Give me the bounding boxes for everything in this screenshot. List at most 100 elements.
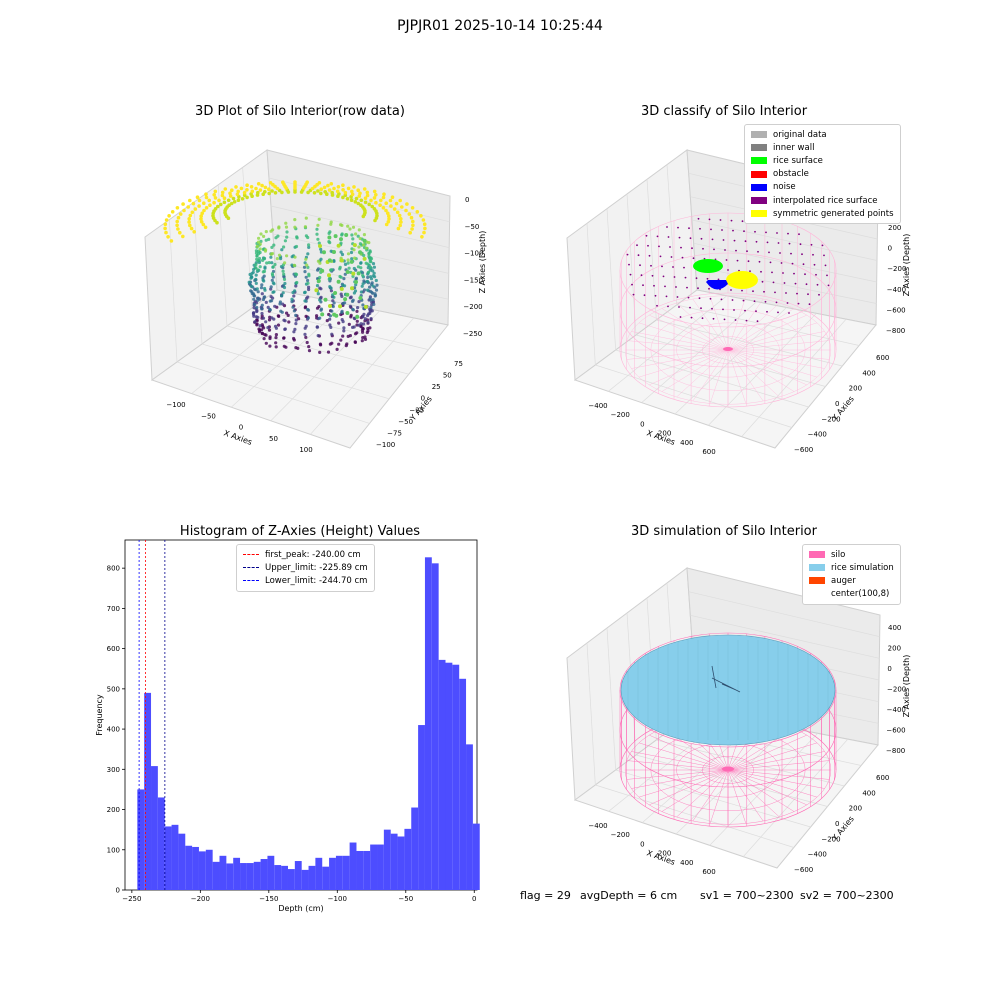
- raw-point: [317, 305, 321, 309]
- legend-swatch: [809, 577, 825, 585]
- x-tick-label: −50: [201, 412, 216, 420]
- raw-point: [304, 314, 308, 318]
- interpolated-point: [799, 243, 802, 246]
- raw-point: [208, 203, 212, 207]
- raw-point: [293, 289, 297, 293]
- raw-point: [250, 275, 254, 279]
- interpolated-point: [754, 230, 756, 233]
- y-tick-label: −400: [808, 851, 827, 859]
- grid-line: [646, 179, 657, 321]
- raw-point: [315, 227, 319, 231]
- x-tick-label: 400: [680, 859, 693, 867]
- raw-point: [256, 290, 260, 294]
- raw-point: [285, 230, 289, 234]
- z-tick-label: −600: [886, 306, 905, 314]
- raw-point: [332, 301, 336, 305]
- y-tick-label: 400: [107, 726, 120, 734]
- raw-point: [398, 223, 403, 228]
- raw-point: [343, 262, 348, 266]
- raw-point: [333, 291, 338, 295]
- raw-point: [268, 307, 272, 311]
- raw-point: [272, 290, 276, 294]
- interpolated-point: [797, 302, 800, 305]
- raw-point: [213, 189, 218, 194]
- legend-label: Upper_limit: -225.89 cm: [265, 562, 368, 573]
- raw-point: [330, 332, 334, 336]
- flag-text: flag = 29: [520, 889, 571, 902]
- raw-point: [178, 212, 183, 216]
- raw-point: [340, 252, 345, 257]
- raw-point: [264, 300, 268, 304]
- interpolated-point: [629, 273, 632, 276]
- raw-point: [222, 196, 227, 200]
- raw-point: [176, 215, 181, 220]
- raw-point: [411, 219, 415, 224]
- histogram-axes: −250 −200 −150 −100 −50 0 0 100 200 300 400 500 600…: [95, 539, 480, 913]
- noise-cluster: [706, 280, 728, 290]
- raw-point: [365, 193, 370, 198]
- raw-point: [263, 185, 268, 190]
- silo-floor-ring: [702, 336, 754, 364]
- interpolated-point: [758, 260, 761, 263]
- x-tick-label: 600: [702, 448, 715, 456]
- raw-point: [304, 324, 308, 328]
- interpolated-point: [676, 296, 679, 298]
- raw-point: [290, 263, 294, 267]
- interpolated-point: [790, 252, 792, 255]
- histogram-bar: [233, 857, 241, 890]
- raw-point: [258, 324, 262, 328]
- raw-point: [257, 236, 261, 240]
- interpolated-point: [766, 241, 769, 244]
- raw-point: [217, 198, 221, 203]
- raw-point: [362, 243, 366, 247]
- raw-point: [317, 181, 322, 185]
- raw-point: [303, 305, 308, 309]
- histogram-bar: [246, 863, 254, 890]
- raw-point: [271, 265, 275, 269]
- raw-point: [192, 230, 196, 234]
- sv2-text: sv2 = 700~2300: [800, 889, 894, 902]
- raw-point: [399, 217, 403, 221]
- raw-point: [373, 218, 377, 223]
- raw-point: [267, 328, 272, 332]
- raw-point: [207, 198, 211, 203]
- simulation-plot-title: 3D simulation of Silo Interior: [631, 524, 817, 539]
- silo-floor-spoke: [626, 340, 729, 351]
- x-tick-label: −200: [191, 895, 210, 903]
- interpolated-point: [798, 233, 800, 236]
- interpolated-point: [656, 304, 658, 307]
- raw-point: [339, 287, 344, 291]
- raw-point: [362, 279, 366, 283]
- raw-point: [270, 316, 274, 320]
- x-tick-label: 400: [680, 439, 693, 447]
- interpolated-point: [701, 317, 704, 320]
- interpolated-point: [774, 291, 776, 294]
- raw-point: [257, 256, 262, 261]
- histogram-bar: [198, 851, 206, 890]
- raw-point: [362, 238, 367, 243]
- raw-point: [338, 274, 342, 279]
- raw-point: [282, 272, 286, 276]
- raw-point: [199, 214, 203, 218]
- simulation-z-axis-label: Z Axies (Depth): [902, 655, 911, 718]
- interpolated-point: [733, 309, 735, 311]
- raw-point: [254, 266, 258, 270]
- raw-point: [277, 253, 282, 257]
- legend-label: auger: [831, 575, 856, 586]
- histogram-bar: [171, 824, 179, 890]
- raw-point: [350, 286, 354, 291]
- histogram-bar: [452, 664, 460, 890]
- x-tick-label: −200: [611, 411, 630, 419]
- raw-point: [266, 326, 270, 330]
- z-tick-label: −200: [887, 265, 906, 273]
- raw-point: [341, 195, 345, 200]
- raw-point: [332, 250, 336, 254]
- legend-entry: auger: [809, 574, 894, 587]
- raw-point: [281, 291, 285, 295]
- raw-point: [204, 206, 209, 210]
- raw-point: [307, 272, 311, 276]
- raw-point: [256, 259, 260, 263]
- interpolated-point: [692, 257, 695, 260]
- raw-point: [193, 207, 198, 211]
- x-tick-label: 200: [658, 430, 671, 438]
